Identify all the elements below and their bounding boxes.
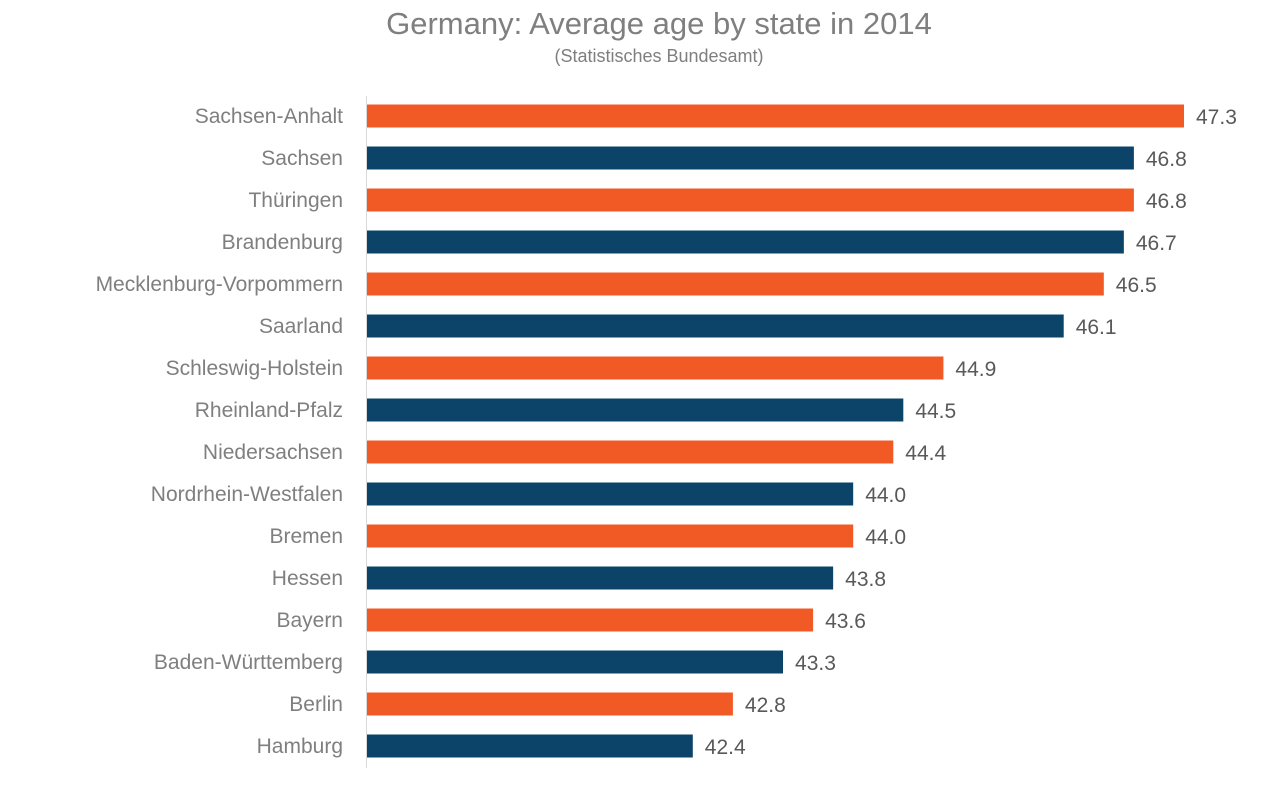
category-label: Bayern — [276, 609, 343, 632]
category-label: Berlin — [289, 693, 343, 716]
value-label: 44.0 — [865, 526, 906, 549]
bar — [367, 608, 814, 632]
bar — [367, 188, 1134, 212]
bars-layer: Sachsen-Anhalt 47.3 Sachsen 46.8 Thüringen 46… — [96, 104, 1237, 759]
category-label: Mecklenburg-Vorpommern — [96, 273, 343, 296]
bar — [367, 230, 1124, 254]
category-label: Hessen — [272, 567, 343, 590]
category-label: Saarland — [259, 315, 343, 338]
bar — [367, 566, 834, 590]
bar — [367, 146, 1134, 170]
bar — [367, 272, 1104, 296]
bar — [367, 482, 854, 506]
chart-subtitle: (Statistisches Bundesamt) — [554, 46, 764, 66]
value-label: 46.8 — [1146, 148, 1187, 171]
category-label: Sachsen-Anhalt — [195, 105, 343, 128]
value-label: 46.5 — [1116, 274, 1157, 297]
bar — [367, 356, 944, 380]
value-label: 43.6 — [825, 610, 866, 633]
category-label: Thüringen — [248, 189, 343, 212]
category-label: Rheinland-Pfalz — [195, 399, 343, 422]
value-label: 42.8 — [745, 694, 786, 717]
value-label: 44.0 — [865, 484, 906, 507]
bar — [367, 650, 784, 674]
value-label: 44.9 — [955, 358, 996, 381]
value-label: 47.3 — [1196, 106, 1237, 129]
value-label: 43.3 — [795, 652, 836, 675]
value-label: 46.8 — [1146, 190, 1187, 213]
bar — [367, 734, 693, 758]
value-label: 46.7 — [1136, 232, 1177, 255]
chart-title: Germany: Average age by state in 2014 — [386, 6, 932, 41]
category-label: Schleswig-Holstein — [166, 357, 343, 380]
bar — [367, 524, 854, 548]
category-label: Bremen — [269, 525, 343, 548]
bar — [367, 692, 733, 716]
bar — [367, 398, 904, 422]
value-label: 43.8 — [845, 568, 886, 591]
bar — [367, 314, 1064, 338]
category-label: Baden-Württemberg — [154, 651, 343, 674]
value-label: 44.4 — [905, 442, 946, 465]
value-label: 44.5 — [915, 400, 956, 423]
category-label: Nordrhein-Westfalen — [151, 483, 343, 506]
category-label: Sachsen — [261, 147, 343, 170]
bar — [367, 104, 1184, 128]
value-label: 46.1 — [1076, 316, 1117, 339]
category-label: Brandenburg — [222, 231, 343, 254]
category-label: Niedersachsen — [203, 441, 343, 464]
bar — [367, 440, 894, 464]
category-label: Hamburg — [257, 735, 343, 758]
value-label: 42.4 — [705, 736, 746, 759]
